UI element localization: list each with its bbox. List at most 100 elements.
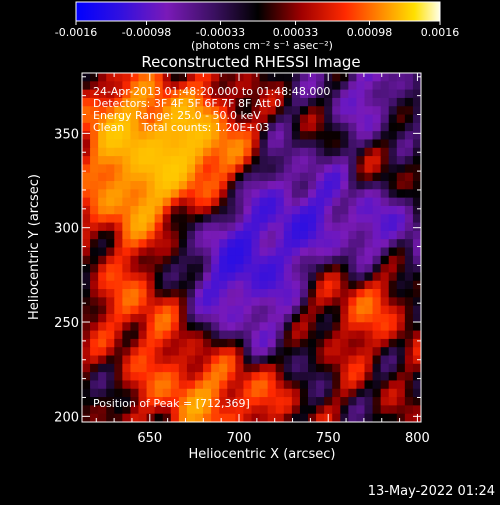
heatmap-cell <box>291 73 301 82</box>
heatmap-cell <box>356 106 366 116</box>
heatmap-cell <box>195 181 204 190</box>
heatmap-cell <box>195 89 204 99</box>
heatmap-cell <box>356 313 366 323</box>
heatmap-cell <box>219 355 228 365</box>
heatmap-cell <box>235 397 245 406</box>
heatmap-cell <box>106 413 115 422</box>
heatmap-cell <box>372 397 382 406</box>
heatmap-cell <box>122 156 132 166</box>
heatmap-cell <box>283 297 293 307</box>
heatmap-cell <box>106 338 115 348</box>
heatmap-cell <box>275 156 285 166</box>
heatmap-cell <box>98 230 107 240</box>
heatmap-cell <box>316 89 325 99</box>
heatmap-cell <box>195 380 204 390</box>
heatmap-cell <box>324 181 333 190</box>
heatmap-cell <box>106 388 115 398</box>
heatmap-cell <box>372 388 382 398</box>
heatmap-cell <box>203 338 212 348</box>
heatmap-cell <box>130 305 140 315</box>
heatmap-cell <box>122 139 132 149</box>
heatmap-cell <box>332 97 341 107</box>
heatmap-cell <box>308 147 317 157</box>
heatmap-cell <box>308 122 317 132</box>
heatmap-cell <box>90 388 99 398</box>
heatmap-cell <box>203 413 212 422</box>
heatmap-cell <box>267 338 277 348</box>
heatmap-cell <box>340 73 349 82</box>
heatmap-cell <box>380 205 390 215</box>
heatmap-cell <box>308 347 317 357</box>
heatmap-cell <box>356 347 366 357</box>
heatmap-cell <box>186 239 196 249</box>
heatmap-cell <box>404 264 414 274</box>
heatmap-cell <box>388 106 398 116</box>
heatmap-cell <box>154 73 164 82</box>
heatmap-cell <box>162 247 172 257</box>
heatmap-cell <box>211 405 220 415</box>
heatmap-cell <box>283 347 293 357</box>
heatmap-cell <box>98 363 107 373</box>
heatmap-cell <box>404 372 414 382</box>
heatmap-cell <box>324 131 333 141</box>
heatmap-cell <box>178 313 188 323</box>
heatmap-cell <box>404 338 414 348</box>
heatmap-cell <box>243 205 253 215</box>
heatmap-cell <box>243 106 253 116</box>
heatmap-cell <box>122 264 132 274</box>
heatmap-cell <box>154 239 164 249</box>
heatmap-cell <box>396 189 406 199</box>
heatmap-cell <box>267 397 277 406</box>
heatmap-cell <box>162 297 172 307</box>
heatmap-cell <box>372 272 382 282</box>
heatmap-cell <box>170 139 180 149</box>
heatmap-cell <box>404 147 414 157</box>
heatmap-cell <box>348 197 358 207</box>
heatmap-cell <box>348 164 358 174</box>
heatmap-cell <box>138 330 148 340</box>
heatmap-cell <box>316 230 325 240</box>
heatmap-cell <box>267 230 277 240</box>
heatmap-cell <box>122 189 132 199</box>
heatmap-cell <box>259 131 269 141</box>
heatmap-cell <box>388 380 398 390</box>
heatmap-cell <box>82 397 91 406</box>
heatmap-cell <box>396 114 406 124</box>
heatmap-cell <box>154 97 164 107</box>
heatmap-cell <box>227 372 236 382</box>
heatmap-cell <box>283 214 293 224</box>
heatmap-cell <box>404 388 414 398</box>
heatmap-cell <box>106 222 115 232</box>
heatmap-cell <box>324 264 333 274</box>
heatmap-cell <box>348 139 358 149</box>
heatmap-cell <box>227 264 236 274</box>
heatmap-cell <box>388 156 398 166</box>
heatmap-cell <box>380 313 390 323</box>
heatmap-cell <box>396 81 406 91</box>
heatmap-cell <box>130 372 140 382</box>
heatmap-cell <box>186 214 196 224</box>
heatmap-cell <box>316 322 325 332</box>
heatmap-cell <box>170 247 180 257</box>
heatmap-cell <box>106 114 115 124</box>
heatmap-cell <box>388 197 398 207</box>
heatmap-cell <box>324 372 333 382</box>
heatmap-cell <box>396 139 406 149</box>
heatmap-cell <box>404 89 414 99</box>
heatmap-cell <box>82 189 91 199</box>
heatmap-cell <box>364 73 374 82</box>
heatmap-cell <box>170 280 180 290</box>
heatmap-cell <box>235 297 245 307</box>
heatmap-cell <box>259 347 269 357</box>
heatmap-cell <box>356 230 366 240</box>
heatmap-cell <box>340 255 349 265</box>
heatmap-cell <box>340 355 349 365</box>
heatmap-cell <box>195 388 204 398</box>
heatmap-cell <box>388 289 398 298</box>
heatmap-cell <box>324 405 333 415</box>
heatmap-cell <box>235 313 245 323</box>
heatmap-cell <box>348 388 358 398</box>
heatmap-cell <box>130 114 140 124</box>
heatmap-cell <box>195 363 204 373</box>
heatmap-cell <box>299 81 309 91</box>
